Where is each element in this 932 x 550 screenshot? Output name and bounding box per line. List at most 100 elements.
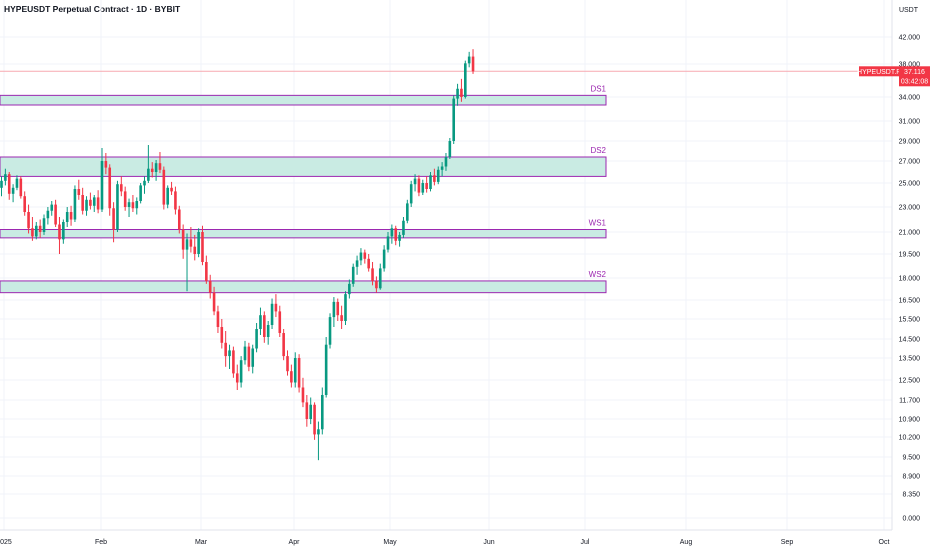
- x-tick-label: Mar: [195, 539, 208, 546]
- candle-body: [433, 175, 436, 182]
- candle-body: [77, 189, 81, 195]
- candle-body: [239, 360, 243, 383]
- price-tag-bg: [899, 66, 930, 87]
- candle-body: [162, 169, 166, 205]
- candle-body: [104, 161, 108, 168]
- candle-body: [11, 187, 15, 194]
- candle-body: [348, 283, 351, 295]
- candle-body: [363, 252, 367, 259]
- y-tick-label: 25.000: [899, 181, 921, 188]
- candle-body: [139, 185, 142, 201]
- candle-body: [263, 315, 266, 337]
- candle-body: [328, 317, 332, 345]
- currency-label: USDT: [899, 7, 919, 14]
- candle-body: [96, 197, 100, 210]
- candle-body: [34, 225, 38, 237]
- candle-body: [255, 329, 258, 349]
- candle-body: [336, 301, 340, 316]
- candle-body: [456, 88, 459, 99]
- candle-body: [116, 184, 119, 230]
- x-tick-label: Oct: [879, 539, 890, 546]
- candle-body: [286, 356, 289, 372]
- candle-body: [147, 168, 150, 181]
- candle-body: [421, 183, 425, 193]
- candle-body: [123, 191, 127, 207]
- symbol-tag-label: HYPEUSDT.P: [857, 69, 901, 76]
- chart-header: HYPEUSDT Perpetual Contract · 1D · BYBIT: [4, 4, 181, 14]
- candle-body: [460, 88, 463, 97]
- y-tick-label: 16.500: [899, 298, 921, 305]
- price-tag-countdown: 03:42:08: [901, 78, 928, 85]
- candle-body: [112, 208, 115, 230]
- candle-body: [351, 266, 355, 284]
- zone-ws1: [0, 229, 607, 239]
- candle-body: [378, 268, 382, 289]
- zone-label-ws2: WS2: [589, 270, 607, 279]
- candle-body: [15, 178, 19, 188]
- y-tick-label: 29.000: [899, 139, 921, 146]
- x-tick-label: Aug: [680, 539, 693, 546]
- price-tag-value: 37.116: [904, 69, 925, 76]
- candle-body: [62, 222, 65, 240]
- candle-body: [359, 252, 363, 261]
- candle-body: [232, 350, 235, 374]
- candle-body: [189, 239, 193, 247]
- candle-body: [185, 239, 189, 250]
- candle-body: [42, 218, 46, 232]
- candle-body: [228, 350, 231, 357]
- x-tick-label: May: [383, 539, 397, 546]
- x-tick-label: Jun: [483, 539, 494, 546]
- candle-body: [108, 167, 112, 209]
- candle-body: [220, 327, 224, 343]
- candle-body: [375, 280, 378, 289]
- candle-body: [293, 358, 297, 383]
- candle-body: [120, 184, 123, 192]
- candle-body: [158, 163, 162, 170]
- candle-body: [208, 280, 212, 293]
- candle-body: [259, 315, 262, 329]
- candle-body: [270, 303, 274, 325]
- y-tick-label: 42.000: [899, 35, 921, 42]
- y-tick-label: 18.000: [899, 276, 921, 283]
- candle-body: [50, 204, 54, 211]
- y-tick-label: 14.500: [899, 337, 921, 344]
- x-tick-label: Jul: [581, 539, 590, 546]
- candle-body: [31, 228, 34, 237]
- candle-body: [7, 174, 11, 194]
- candle-body: [320, 395, 324, 430]
- candle-body: [390, 228, 394, 237]
- candle-body: [216, 311, 220, 327]
- candle-body: [340, 315, 343, 321]
- candle-body: [440, 166, 444, 170]
- candle-body: [224, 342, 227, 357]
- x-tick-label: 2025: [0, 539, 12, 546]
- y-tick-label: 19.500: [899, 252, 921, 259]
- candle-body: [177, 209, 181, 230]
- candle-body: [448, 141, 452, 157]
- candle-body: [38, 225, 42, 232]
- y-tick-label: 10.200: [899, 435, 921, 442]
- y-tick-label: 10.900: [899, 417, 921, 424]
- candle-body: [290, 371, 293, 383]
- candle-body: [332, 301, 336, 318]
- y-tick-label: 8.350: [902, 492, 920, 499]
- candle-body: [154, 163, 158, 172]
- candle-body: [46, 210, 50, 219]
- candle-body: [409, 184, 413, 204]
- candle-body: [170, 187, 173, 192]
- candle-body: [452, 98, 456, 141]
- candle-body: [73, 189, 77, 220]
- candle-body: [212, 292, 216, 312]
- x-tick-label: Sep: [781, 539, 794, 546]
- candle-body: [243, 346, 247, 361]
- candle-body: [317, 429, 320, 435]
- candle-body: [143, 180, 146, 186]
- candle-body: [251, 348, 255, 367]
- candle-body: [282, 333, 285, 357]
- candle-body: [27, 212, 30, 229]
- candle-body: [467, 56, 471, 64]
- candle-body: [193, 246, 197, 254]
- y-tick-label: 15.500: [899, 317, 921, 324]
- zone-ws2: [0, 280, 607, 294]
